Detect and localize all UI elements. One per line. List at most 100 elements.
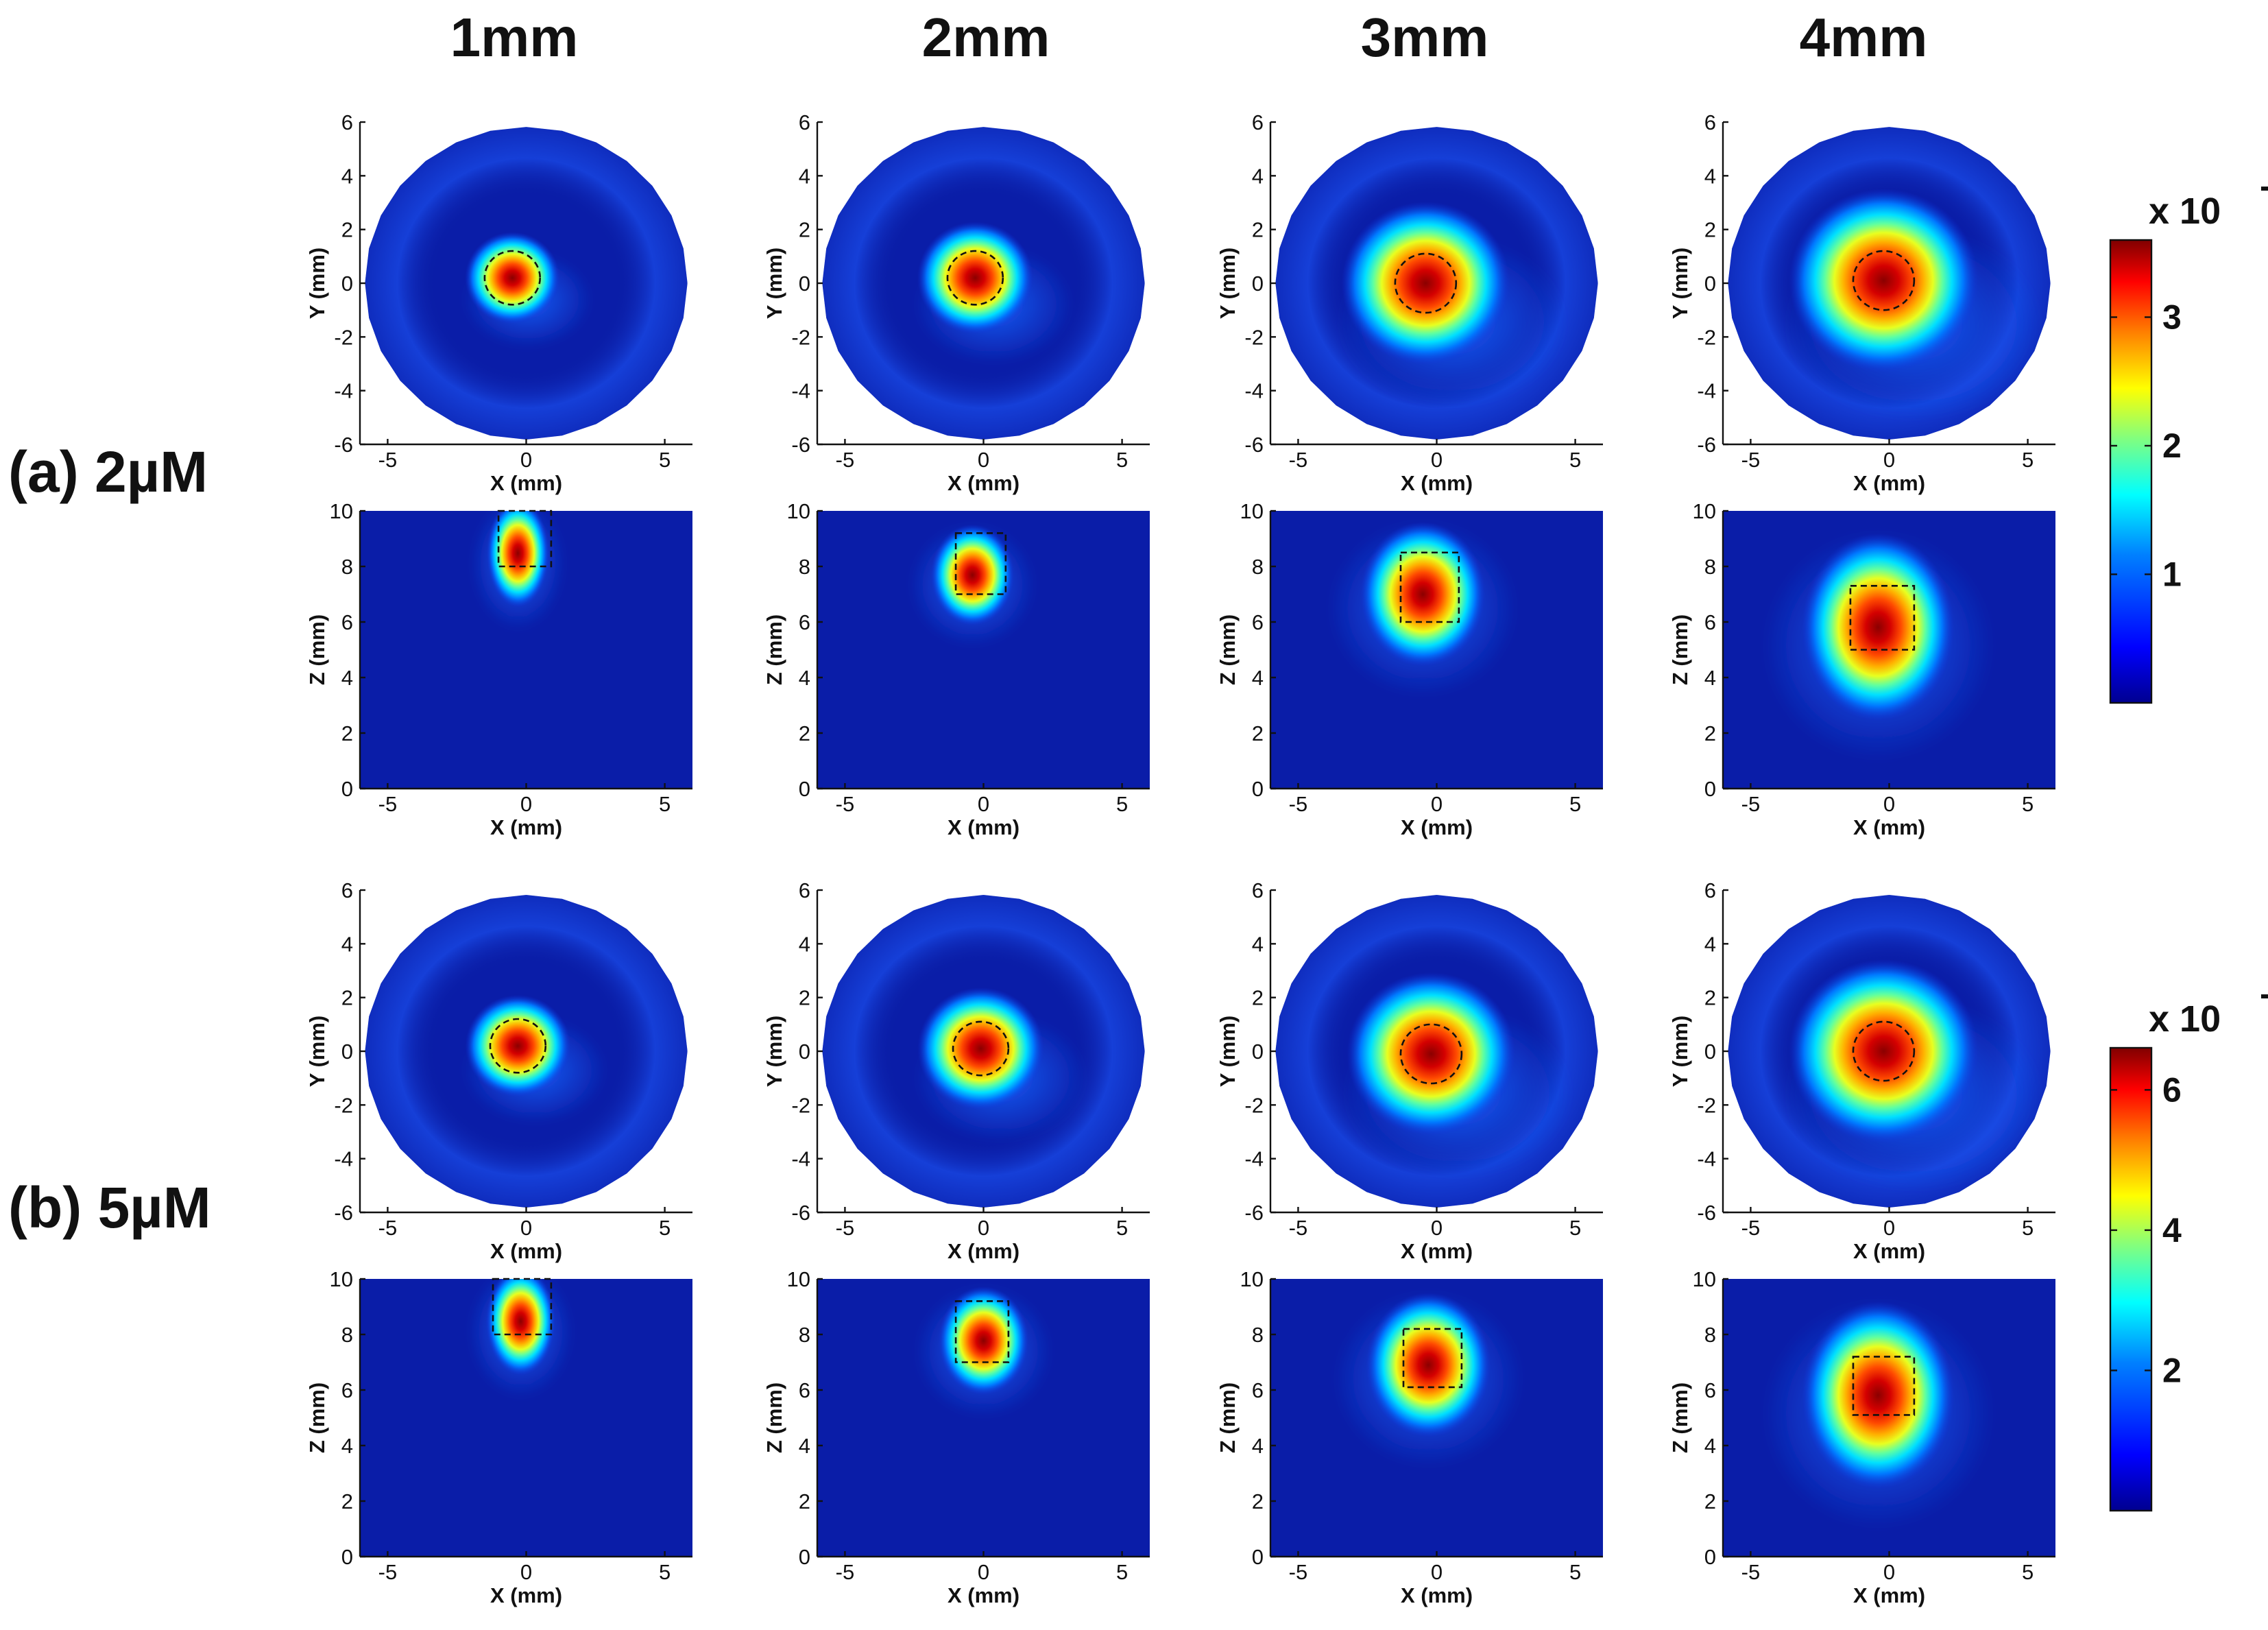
xy-roi-circle xyxy=(952,1020,1010,1077)
z-tick-label: 8 xyxy=(1704,1323,1716,1347)
x-axis-label: X (mm) xyxy=(1853,1239,1925,1263)
colorbar-exponent-label: x 10 xyxy=(2149,998,2221,1040)
xy-roi-circle xyxy=(1394,252,1458,314)
xz-panel-0-1: 0 2 4 6 8 10 -5 0 5 X (mm) Z (mm) xyxy=(762,499,1150,839)
xy-peak xyxy=(465,232,560,324)
x-tick-label: -5 xyxy=(836,448,855,472)
xz-peak xyxy=(486,511,549,608)
column-title-3mm: 3mm xyxy=(1361,7,1489,68)
x-tick-label: 0 xyxy=(1883,448,1895,472)
x-tick-label: 5 xyxy=(1569,792,1581,816)
z-tick-label: 2 xyxy=(1252,1489,1264,1513)
colorbar-tick-label: 2 xyxy=(2162,1351,2182,1389)
y-axis-label: Y (mm) xyxy=(762,248,786,320)
y-tick-label: -4 xyxy=(1697,379,1716,403)
x-tick-label: 0 xyxy=(1883,1216,1895,1240)
y-tick-label: 6 xyxy=(799,878,810,902)
y-tick-label: 0 xyxy=(1252,272,1264,296)
x-tick-label: 5 xyxy=(1116,1560,1128,1584)
xy-panel-0-3: -6 -4 -2 0 2 4 6 -5 0 5 X (mm) Y (mm) xyxy=(1668,110,2055,495)
xz-roi-box xyxy=(492,1278,553,1336)
z-tick-label: 10 xyxy=(1693,499,1716,523)
z-tick-label: 4 xyxy=(799,666,810,690)
xy-panel-0-1: -6 -4 -2 0 2 4 6 -5 0 5 X (mm) Y (mm) xyxy=(762,110,1150,495)
y-tick-label: -4 xyxy=(334,379,353,403)
z-tick-label: 0 xyxy=(1252,777,1264,801)
x-tick-label: 0 xyxy=(1431,1216,1443,1240)
z-tick-label: 6 xyxy=(799,610,810,634)
xy-panel-1-3: -6 -4 -2 0 2 4 6 -5 0 5 X (mm) Y (mm) xyxy=(1668,878,2055,1263)
x-tick-label: -5 xyxy=(1289,448,1308,472)
x-axis-label: X (mm) xyxy=(1853,1583,1925,1607)
z-tick-label: 4 xyxy=(1704,666,1716,690)
z-tick-label: 4 xyxy=(1252,1434,1264,1458)
x-tick-label: 0 xyxy=(520,1216,532,1240)
z-tick-label: 0 xyxy=(1252,1545,1264,1569)
z-axis-label: Z (mm) xyxy=(1668,614,1692,685)
z-axis-label: Z (mm) xyxy=(305,1382,329,1453)
z-axis-label: Z (mm) xyxy=(762,614,786,685)
xy-roi-circle xyxy=(946,250,1004,306)
colorbar-tick-label: 2 xyxy=(2162,427,2182,465)
xz-panel-1-2: 0 2 4 6 8 10 -5 0 5 X (mm) Z (mm) xyxy=(1216,1267,1603,1607)
z-tick-label: 2 xyxy=(1252,721,1264,745)
xz-image xyxy=(1270,511,1603,789)
x-tick-label: 0 xyxy=(978,1560,989,1584)
x-tick-label: 0 xyxy=(1431,792,1443,816)
x-tick-label: -5 xyxy=(378,1560,398,1584)
x-tick-label: 5 xyxy=(2022,1560,2034,1584)
z-tick-label: 2 xyxy=(341,721,353,745)
y-axis-label: Y (mm) xyxy=(1216,248,1240,320)
colorbar-tick-label: 4 xyxy=(2162,1211,2182,1249)
z-tick-label: 6 xyxy=(341,1378,353,1402)
x-tick-label: 5 xyxy=(1569,448,1581,472)
z-tick-label: 8 xyxy=(1252,555,1264,579)
z-axis-label: Z (mm) xyxy=(305,614,329,685)
xz-peak xyxy=(1366,1293,1491,1437)
xy-panel-1-0: -6 -4 -2 0 2 4 6 -5 0 5 X (mm) Y (mm) xyxy=(305,878,692,1263)
row-title-1: (b) 5µM xyxy=(8,1175,211,1240)
xz-peak xyxy=(938,1286,1029,1395)
z-tick-label: 8 xyxy=(341,555,353,579)
xy-peak xyxy=(917,221,1033,335)
xz-image xyxy=(817,511,1150,789)
y-tick-label: 4 xyxy=(1252,932,1264,956)
x-tick-label: 0 xyxy=(1883,792,1895,816)
xy-image xyxy=(1275,895,1598,1208)
z-axis-label: Z (mm) xyxy=(1216,1382,1240,1453)
x-tick-label: 5 xyxy=(659,448,671,472)
row-title-0: (a) 2µM xyxy=(8,440,208,504)
y-tick-label: -2 xyxy=(334,1093,353,1117)
z-tick-label: 10 xyxy=(330,1267,353,1291)
xy-roi-circle xyxy=(483,250,542,306)
z-axis-label: Z (mm) xyxy=(1668,1382,1692,1453)
y-tick-label: 6 xyxy=(341,110,353,134)
x-tick-label: 0 xyxy=(1883,1560,1895,1584)
column-title-4mm: 4mm xyxy=(1800,7,1928,68)
xz-peak xyxy=(1360,522,1486,667)
colorbar-tick-label: 6 xyxy=(2162,1070,2182,1109)
z-tick-label: 6 xyxy=(1252,610,1264,634)
x-tick-label: 5 xyxy=(659,1560,671,1584)
x-tick-label: 0 xyxy=(520,1560,532,1584)
xy-image xyxy=(1275,127,1598,440)
y-tick-label: 0 xyxy=(1704,272,1716,296)
z-tick-label: 6 xyxy=(1704,610,1716,634)
z-tick-label: 0 xyxy=(341,1545,353,1569)
y-tick-label: 2 xyxy=(799,218,810,242)
x-tick-label: 5 xyxy=(1116,1216,1128,1240)
y-tick-label: 6 xyxy=(1252,878,1264,902)
z-tick-label: 2 xyxy=(799,1489,810,1513)
xz-peak xyxy=(930,524,1014,626)
x-tick-label: -5 xyxy=(378,448,398,472)
xy-peak xyxy=(465,994,571,1097)
xz-image xyxy=(360,1279,692,1557)
x-tick-label: 0 xyxy=(520,448,532,472)
x-tick-label: 0 xyxy=(978,1216,989,1240)
y-tick-label: -6 xyxy=(1697,1201,1716,1225)
x-axis-label: X (mm) xyxy=(948,815,1020,839)
z-tick-label: 6 xyxy=(799,1378,810,1402)
x-tick-label: -5 xyxy=(1741,1560,1761,1584)
xz-roi-box xyxy=(1402,1328,1463,1389)
xz-image xyxy=(1723,511,2055,789)
